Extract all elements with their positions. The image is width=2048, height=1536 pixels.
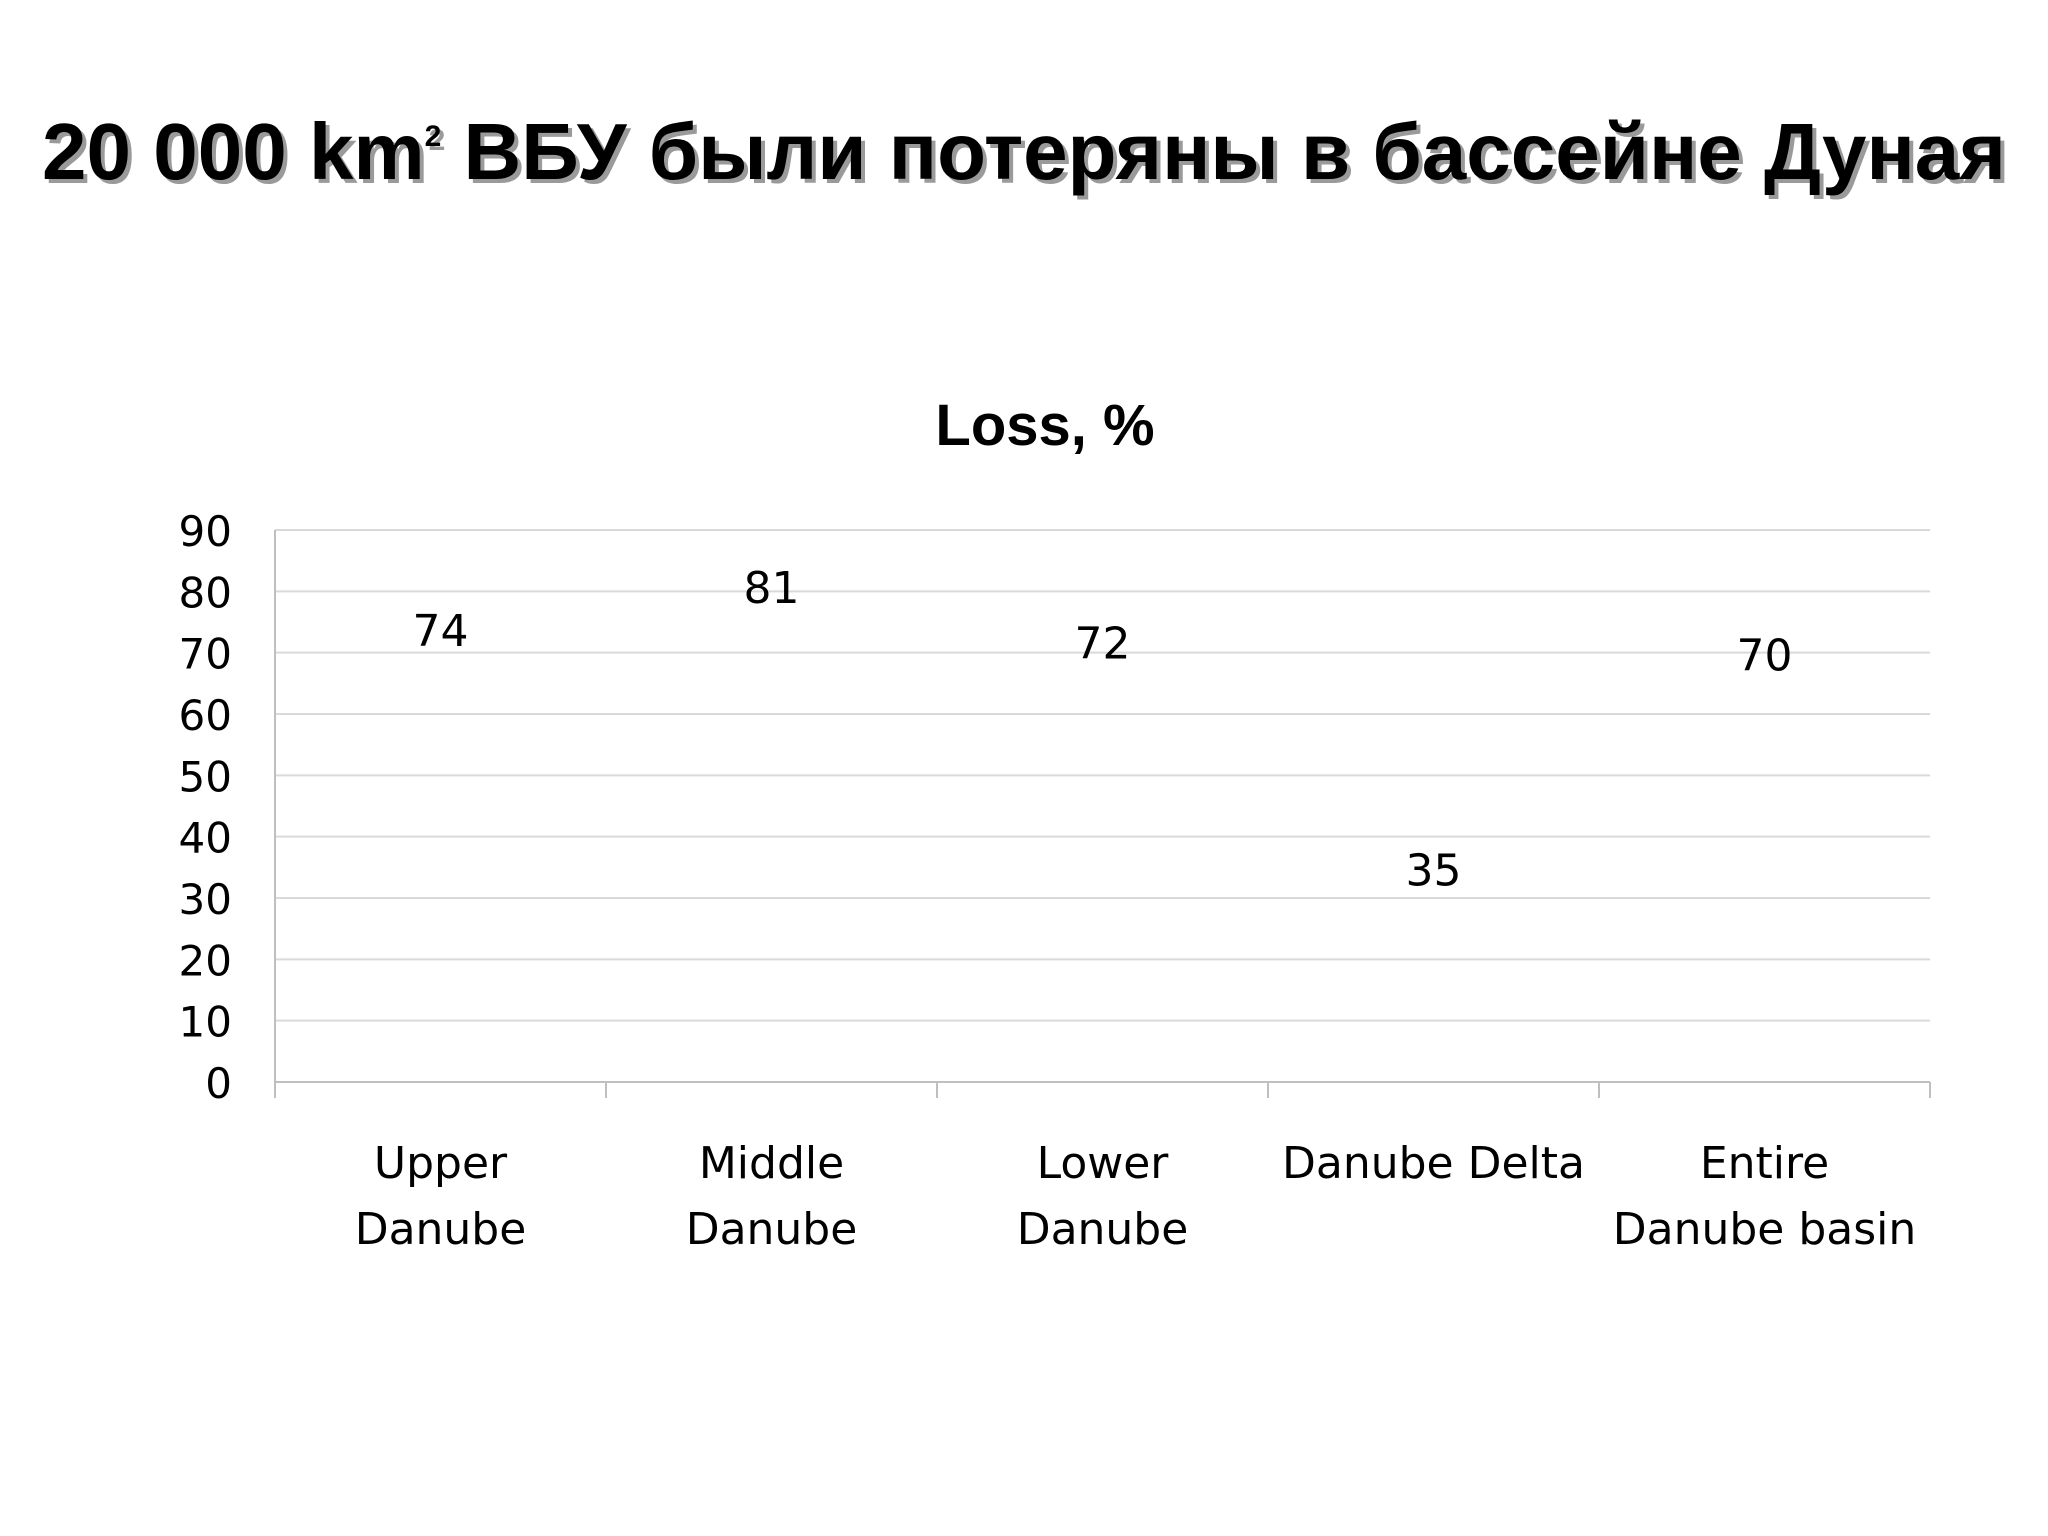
x-category-label-line: Danube basin	[1613, 1204, 1917, 1255]
grid-layer	[275, 529, 1930, 1083]
x-category-label-0: Upper Danube	[355, 1138, 527, 1255]
x-category-label-line: Lower	[1037, 1138, 1170, 1189]
chart-title: Loss, %	[935, 393, 1154, 458]
y-tick-label-40: 40	[179, 814, 232, 863]
y-tick-label-90: 90	[179, 507, 232, 556]
x-category-label-line: Danube	[355, 1204, 527, 1255]
x-category-label-1: Middle Danube	[686, 1138, 858, 1255]
x-category-label-3: Danube Delta	[1282, 1138, 1585, 1189]
x-category-label-line: Middle	[699, 1138, 844, 1189]
y-tick-label-70: 70	[179, 630, 232, 679]
y-tick-label-0: 0	[205, 1059, 232, 1108]
title-suffix: ВБУ были потеряны в бассейне Дуная	[441, 107, 2006, 196]
y-tick-label-20: 20	[179, 936, 232, 985]
y-tick-label-30: 30	[179, 875, 232, 924]
x-category-label-4: Entire Danube basin	[1613, 1138, 1917, 1255]
data-label-1: 81	[744, 563, 800, 614]
y-tick-label-50: 50	[179, 752, 232, 801]
y-tick-label-80: 80	[179, 568, 232, 617]
x-category-label-2: Lower Danube	[1017, 1138, 1189, 1255]
slide-title: 20 000 km2 ВБУ были потеряны в бассейне …	[0, 112, 2048, 192]
data-label-4: 70	[1737, 631, 1793, 682]
x-category-label-line: Danube	[1017, 1204, 1189, 1255]
label-layer: 74 81 72 35 70	[413, 563, 1793, 896]
title-superscript: 2	[424, 120, 442, 153]
y-tick-label-10: 10	[179, 998, 232, 1047]
y-tick-label-60: 60	[179, 691, 232, 740]
x-category-label-line: Entire	[1700, 1138, 1829, 1189]
data-label-0: 74	[413, 606, 469, 657]
data-label-2: 72	[1075, 618, 1131, 669]
x-category-label-line: Upper	[374, 1138, 508, 1189]
data-label-3: 35	[1406, 845, 1462, 896]
x-category-label-line: Danube Delta	[1282, 1138, 1585, 1189]
title-prefix: 20 000 km	[42, 107, 425, 196]
x-category-label-line: Danube	[686, 1204, 858, 1255]
axis-layer: 0 10 20 30 40 50 60 70 80 90 Upper Danube Middle Danu…	[179, 507, 1931, 1255]
